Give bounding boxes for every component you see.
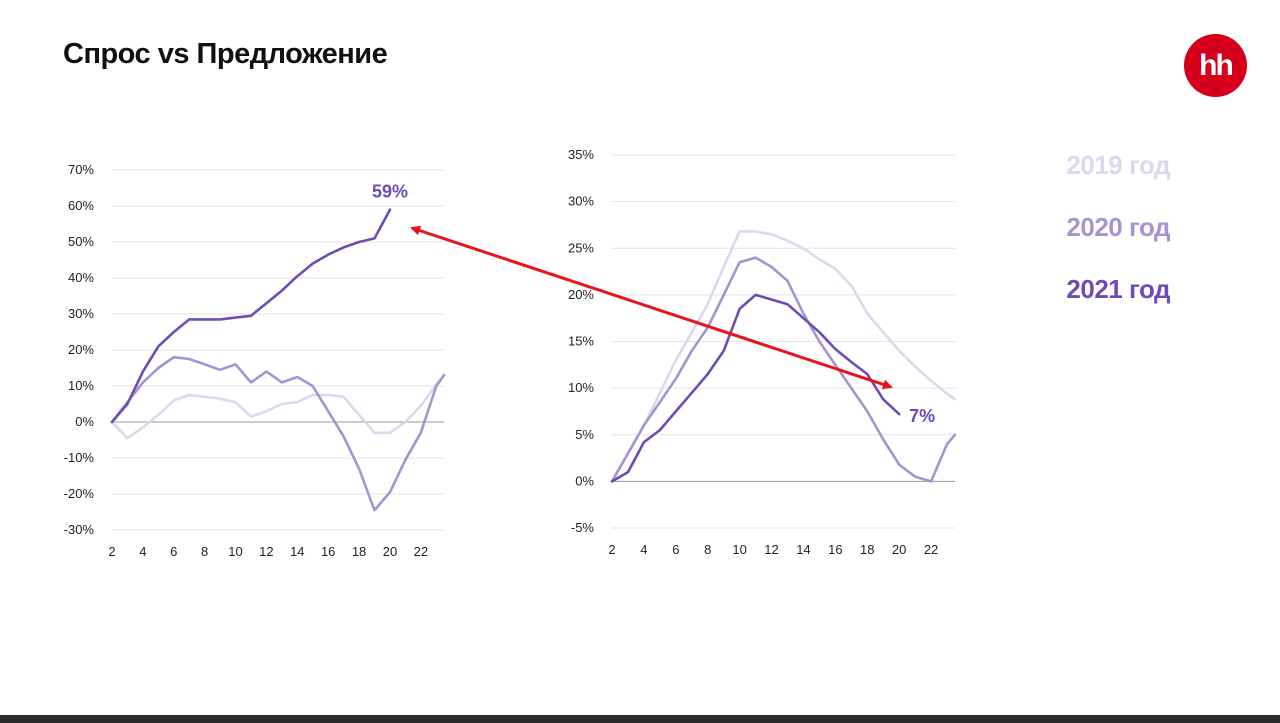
x-tick-label: 18	[860, 542, 874, 557]
y-tick-label: 70%	[68, 162, 94, 177]
x-tick-label: 6	[672, 542, 679, 557]
y-tick-label: 0%	[75, 414, 94, 429]
series-line-2	[110, 355, 446, 512]
y-tick-label: 20%	[68, 342, 94, 357]
x-tick-label: 16	[321, 544, 335, 559]
y-tick-label: 60%	[68, 198, 94, 213]
legend-item-2021: 2021 год	[1066, 274, 1170, 304]
x-tick-label: 14	[796, 542, 810, 557]
x-tick-label: 20	[892, 542, 906, 557]
y-tick-label: -5%	[571, 520, 595, 535]
y-tick-label: 40%	[68, 270, 94, 285]
x-tick-label: 18	[352, 544, 366, 559]
legend: 2019 год 2020 год 2021 год	[1000, 145, 1170, 331]
x-tick-label: 2	[108, 544, 115, 559]
x-tick-label: 4	[139, 544, 146, 559]
y-tick-label: 30%	[68, 306, 94, 321]
x-tick-label: 22	[924, 542, 938, 557]
y-tick-label: 50%	[68, 234, 94, 249]
x-tick-label: 6	[170, 544, 177, 559]
x-tick-label: 22	[414, 544, 428, 559]
y-tick-label: 10%	[68, 378, 94, 393]
x-tick-label: 2	[608, 542, 615, 557]
x-tick-label: 10	[732, 542, 746, 557]
annotation-7: 7%	[909, 406, 935, 426]
x-tick-label: 10	[228, 544, 242, 559]
x-tick-label: 12	[259, 544, 273, 559]
x-tick-label: 8	[704, 542, 711, 557]
y-tick-label: -10%	[64, 450, 95, 465]
x-tick-label: 4	[640, 542, 647, 557]
hh-logo: hh	[1184, 34, 1247, 97]
x-tick-label: 16	[828, 542, 842, 557]
x-tick-label: 12	[764, 542, 778, 557]
legend-item-2019: 2019 год	[1066, 150, 1170, 180]
demand-chart: 70% 60% 50% 40% 30% 20% 10% 0% -10% -20% -30% 2 4 6 8 1…	[64, 162, 446, 559]
x-tick-label: 8	[201, 544, 208, 559]
double-arrow-line	[410, 225, 893, 390]
bottom-bar	[0, 715, 1280, 723]
x-tick-label: 20	[383, 544, 397, 559]
series-line-3	[110, 208, 392, 424]
y-tick-label: 5%	[575, 427, 594, 442]
y-tick-label: 35%	[568, 147, 594, 162]
x-tick-label: 14	[290, 544, 304, 559]
y-tick-label: 0%	[575, 473, 594, 488]
y-tick-label: 30%	[568, 194, 594, 209]
series-line-1	[110, 373, 446, 440]
y-tick-label: -20%	[64, 486, 95, 501]
page-title: Спрос vs Предложение	[63, 38, 388, 70]
legend-item-2020: 2020 год	[1066, 212, 1170, 242]
annotation-59: 59%	[372, 182, 408, 202]
y-tick-label: -30%	[64, 522, 95, 537]
